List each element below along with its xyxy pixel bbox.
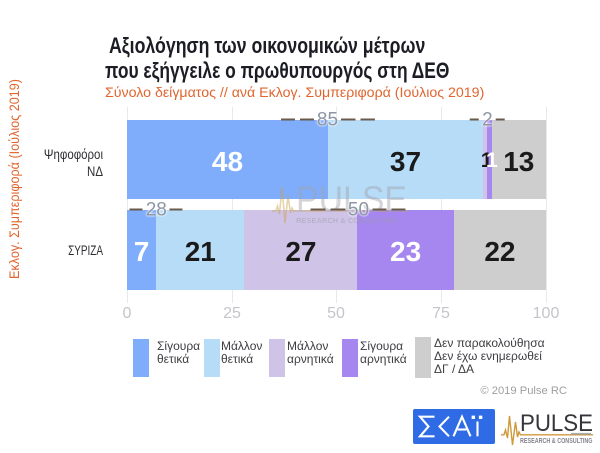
svg-text:PULSE: PULSE [520, 409, 593, 436]
svg-text:RESEARCH & CONSULTING: RESEARCH & CONSULTING [296, 218, 398, 225]
svg-text:PULSE: PULSE [296, 180, 407, 219]
svg-text:RESEARCH & CONSULTING: RESEARCH & CONSULTING [520, 438, 593, 445]
